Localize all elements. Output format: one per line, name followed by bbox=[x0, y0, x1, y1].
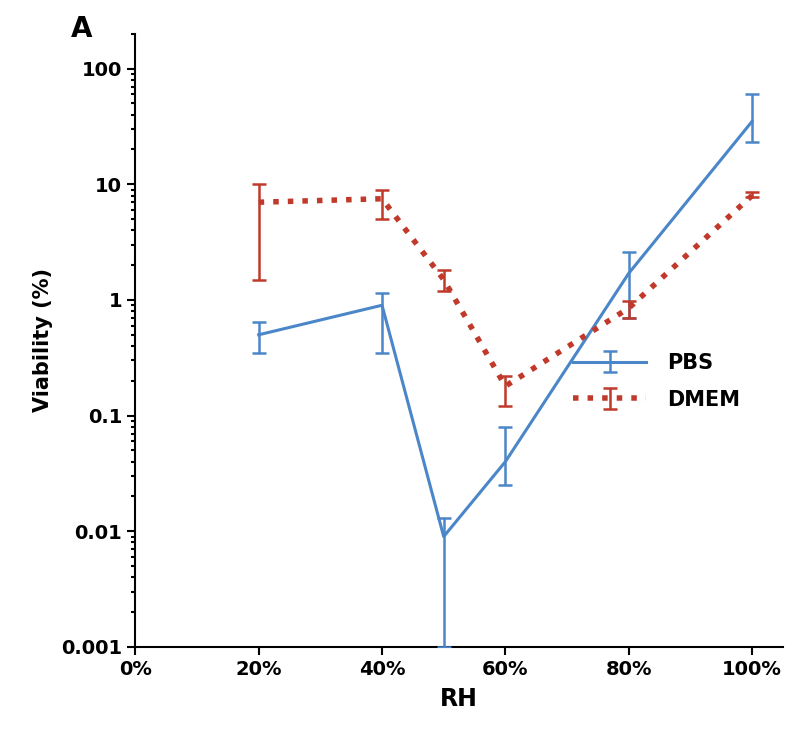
Text: A: A bbox=[70, 16, 92, 43]
X-axis label: RH: RH bbox=[440, 687, 478, 712]
Legend: PBS, DMEM: PBS, DMEM bbox=[574, 353, 740, 409]
Y-axis label: Viability (%): Viability (%) bbox=[33, 268, 53, 412]
